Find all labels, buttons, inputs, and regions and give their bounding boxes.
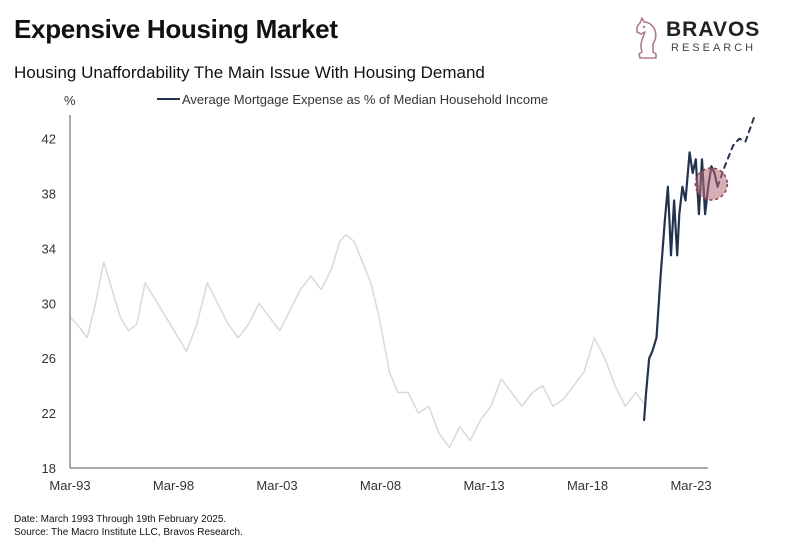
y-tick-label: 26 (42, 351, 56, 366)
y-tick-label: 38 (42, 187, 56, 202)
chart-footer: Date: March 1993 Through 19th February 2… (14, 513, 243, 539)
series-line-recent (642, 151, 719, 422)
y-tick-label: 30 (42, 296, 56, 311)
y-axis-label: % (64, 93, 76, 108)
chart-title: Expensive Housing Market (14, 14, 338, 44)
logo-tagline-text: RESEARCH (671, 42, 757, 54)
chart-subtitle: Housing Unaffordability The Main Issue W… (14, 63, 485, 82)
series-layer (69, 117, 755, 449)
x-axis-ticks: Mar-93 Mar-98 Mar-03 Mar-08 Mar-13 Mar-18 Mar-… (49, 478, 711, 493)
y-tick-label: 18 (42, 461, 56, 476)
series-line-history (69, 234, 647, 449)
footer-source-note: Source: The Macro Institute LLC, Bravos … (14, 527, 243, 538)
series-line-projection (716, 117, 755, 188)
y-axis-ticks: 18 22 26 30 34 38 42 (42, 132, 56, 476)
logo-brand-text: BRAVOS (666, 18, 761, 41)
knight-chess-icon (636, 17, 657, 59)
x-tick-label: Mar-08 (360, 478, 401, 493)
y-tick-label: 22 (42, 406, 56, 421)
x-tick-label: Mar-98 (153, 478, 194, 493)
legend-label: Average Mortgage Expense as % of Median … (182, 92, 548, 107)
x-tick-label: Mar-23 (670, 478, 711, 493)
footer-date-note: Date: March 1993 Through 19th February 2… (14, 514, 227, 525)
x-tick-label: Mar-03 (256, 478, 297, 493)
y-tick-label: 42 (42, 132, 56, 147)
highlight-marker (694, 167, 729, 201)
x-tick-label: Mar-93 (49, 478, 90, 493)
brand-logo: BRAVOS RESEARCH (632, 14, 772, 64)
x-tick-label: Mar-13 (463, 478, 504, 493)
x-tick-label: Mar-18 (567, 478, 608, 493)
y-tick-label: 34 (42, 241, 56, 256)
